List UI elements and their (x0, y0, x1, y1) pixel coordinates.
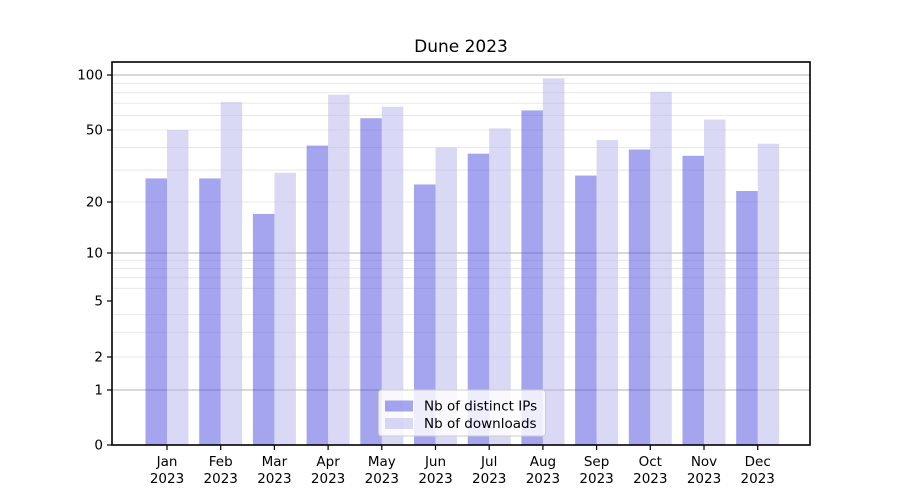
bar-downloads-may (381, 106, 404, 445)
legend-box (378, 389, 546, 437)
bar-distinct-ips-aug (521, 110, 543, 445)
x-tick-label-nov: Nov 2023 (687, 454, 721, 487)
x-axis: Jan 2023 Feb 2023 Mar 2023 Apr 2023 May 2023 Jun 20… (150, 445, 775, 487)
bar-downloads-nov (704, 119, 726, 445)
chart-title: Dune 2023 (414, 37, 508, 57)
bar-downloads-oct (650, 91, 672, 445)
legend-swatch-downloads (385, 418, 413, 429)
y-tick-label-50: 50 (86, 123, 103, 139)
bars (145, 78, 780, 446)
legend-label-downloads: Nb of downloads (424, 416, 537, 432)
x-tick-label-apr: Apr 2023 (311, 454, 345, 487)
bar-downloads-sep (596, 140, 619, 445)
bar-distinct-ips-jan (145, 178, 167, 446)
y-tick-label-5: 5 (94, 294, 103, 310)
bar-distinct-ips-apr (306, 145, 329, 445)
bar-downloads-dec (757, 143, 780, 445)
bar-distinct-ips-nov (682, 155, 704, 445)
x-tick-label-jul: Jul 2023 (472, 454, 506, 487)
bar-downloads-jan (167, 130, 189, 445)
x-tick-label-may: May 2023 (365, 454, 399, 487)
y-tick-label-10: 10 (86, 246, 103, 262)
y-tick-label-100: 100 (77, 68, 103, 84)
bar-downloads-apr (328, 94, 350, 445)
bar-distinct-ips-dec (736, 191, 758, 445)
bar-downloads-mar (274, 172, 296, 445)
bar-distinct-ips-jun (414, 184, 436, 446)
x-tick-label-feb: Feb 2023 (204, 454, 238, 487)
bar-downloads-jun (435, 147, 457, 445)
bar-downloads-jul (489, 128, 511, 445)
x-tick-label-dec: Dec 2023 (741, 454, 775, 487)
x-tick-label-oct: Oct 2023 (633, 454, 667, 487)
y-tick-label-2: 2 (94, 350, 103, 366)
y-tick-label-0: 0 (94, 438, 103, 454)
bar-distinct-ips-sep (575, 175, 597, 445)
x-tick-label-aug: Aug 2023 (526, 454, 560, 487)
bar-distinct-ips-jul (467, 153, 490, 445)
bar-downloads-feb (220, 102, 243, 446)
x-tick-label-mar: Mar 2023 (257, 454, 291, 487)
y-axis: 0 1 2 5 10 20 50 100 (77, 68, 112, 454)
x-tick-label-jun: Jun 2023 (418, 454, 452, 487)
legend-swatch-distinct-ips (385, 400, 413, 412)
x-tick-label-jan: Jan 2023 (150, 454, 184, 487)
bar-distinct-ips-mar (252, 213, 275, 445)
y-tick-label-20: 20 (86, 195, 103, 211)
legend-label-distinct-ips: Nb of distinct IPs (424, 399, 537, 415)
y-tick-label-1: 1 (94, 383, 103, 399)
bar-distinct-ips-oct (628, 149, 651, 446)
x-tick-label-sep: Sep 2023 (579, 454, 613, 487)
bar-distinct-ips-feb (199, 178, 221, 446)
bar-downloads-aug (542, 78, 565, 446)
bar-distinct-ips-may (360, 118, 382, 445)
